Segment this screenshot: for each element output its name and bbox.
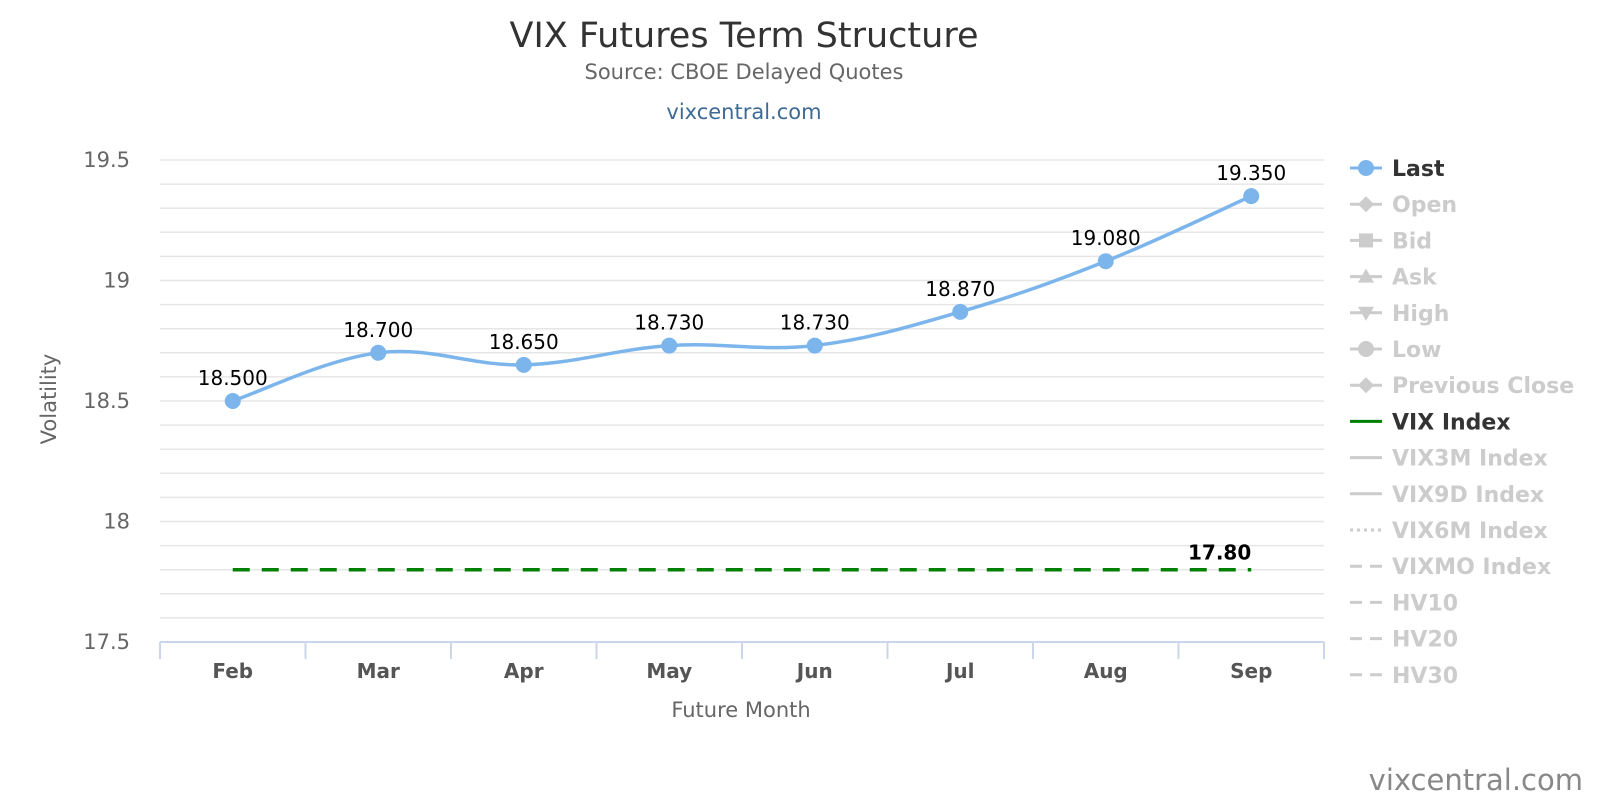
legend-item-vix3m-index[interactable]: VIX3M Index <box>1350 447 1548 472</box>
last-data-label: 18.500 <box>198 366 268 390</box>
legend-item-previous-close[interactable]: Previous Close <box>1350 374 1574 399</box>
last-line[interactable] <box>232 194 1252 403</box>
legend-diamond-marker <box>1358 377 1374 394</box>
legend-triangle-down-marker <box>1358 306 1374 321</box>
last-data-label: 19.080 <box>1071 226 1141 250</box>
x-tick-label: Apr <box>504 659 544 683</box>
last-data-label: 19.350 <box>1216 161 1286 185</box>
y-gridlines <box>160 159 1324 619</box>
legend-item-hv30[interactable]: HV30 <box>1350 664 1458 689</box>
y-tick-label: 17.5 <box>83 630 130 654</box>
series-vix-index[interactable]: 17.80 <box>232 541 1252 572</box>
legend-item-hv10[interactable]: HV10 <box>1350 591 1458 616</box>
x-tick-label: Mar <box>357 659 400 683</box>
x-tick-label: Jun <box>795 659 833 683</box>
legend-label: VIX6M Index <box>1392 519 1548 544</box>
last-data-label: 18.730 <box>780 311 850 335</box>
legend-item-open[interactable]: Open <box>1350 193 1457 218</box>
y-tick-label: 18.5 <box>83 389 130 413</box>
y-tick-label: 19.5 <box>83 148 130 172</box>
y-tick-label: 18 <box>103 510 130 534</box>
credit-link[interactable]: vixcentral.com <box>666 100 821 124</box>
last-data-label: 18.730 <box>634 311 704 335</box>
last-point[interactable] <box>952 303 969 320</box>
y-axis: 17.5 18 18.5 19 19.5 <box>83 148 130 654</box>
legend-label: Low <box>1392 338 1441 363</box>
legend-circle-marker <box>1358 341 1374 357</box>
x-tick-label: Aug <box>1084 659 1128 683</box>
legend-square-marker <box>1359 233 1373 248</box>
chart-title: VIX Futures Term Structure <box>510 16 979 56</box>
x-tick-label: Sep <box>1230 659 1272 683</box>
last-point[interactable] <box>1097 253 1114 270</box>
legend-label: VIXMO Index <box>1392 555 1551 580</box>
legend-label: VIX Index <box>1392 410 1511 435</box>
legend-label: Last <box>1392 157 1445 182</box>
legend-item-low[interactable]: Low <box>1350 338 1441 363</box>
vix-index-data-label: 17.80 <box>1188 541 1251 565</box>
legend-circle-marker <box>1358 160 1374 176</box>
y-axis-title: Volatility <box>37 354 61 445</box>
legend-triangle-marker <box>1358 268 1374 283</box>
legend-item-high[interactable]: High <box>1350 302 1449 327</box>
watermark: vixcentral.com <box>1369 763 1583 797</box>
x-axis: Feb Mar Apr May Jun Jul Aug Sep <box>159 641 1325 683</box>
legend-item-bid[interactable]: Bid <box>1350 229 1432 254</box>
chart-subtitle: Source: CBOE Delayed Quotes <box>585 60 904 84</box>
series-last[interactable]: 18.500 18.700 18.650 18.730 18.730 18.870 19.0… <box>198 161 1286 409</box>
last-point[interactable] <box>224 393 241 409</box>
legend-item-ask[interactable]: Ask <box>1350 266 1438 291</box>
last-point[interactable] <box>515 356 532 373</box>
legend-label: VIX9D Index <box>1392 483 1544 508</box>
legend: Last Open Bid Ask High Low Previous Close VIX I… <box>1350 157 1574 689</box>
last-data-label: 18.650 <box>489 330 559 354</box>
legend-diamond-marker <box>1358 196 1374 213</box>
legend-item-last[interactable]: Last <box>1350 157 1445 182</box>
legend-label: VIX3M Index <box>1392 447 1548 472</box>
last-point[interactable] <box>661 337 678 354</box>
legend-item-vixmo-index[interactable]: VIXMO Index <box>1350 555 1551 580</box>
last-data-label: 18.870 <box>925 277 995 301</box>
legend-item-vix6m-index[interactable]: VIX6M Index <box>1350 519 1548 544</box>
legend-label: HV10 <box>1392 591 1458 616</box>
y-tick-label: 19 <box>103 269 130 293</box>
legend-label: HV30 <box>1392 664 1458 689</box>
last-point[interactable] <box>1243 188 1260 205</box>
legend-label: Ask <box>1392 266 1438 291</box>
legend-label: Previous Close <box>1392 374 1574 399</box>
x-tick-label: Feb <box>212 659 253 683</box>
x-tick-label: May <box>646 659 692 683</box>
legend-label: HV20 <box>1392 628 1458 653</box>
legend-label: Open <box>1392 193 1457 218</box>
last-point[interactable] <box>370 344 387 361</box>
last-point[interactable] <box>806 337 823 354</box>
legend-item-vix-index[interactable]: VIX Index <box>1350 410 1511 435</box>
last-data-label: 18.700 <box>343 318 413 342</box>
x-tick-label: Jul <box>944 659 975 683</box>
legend-label: Bid <box>1392 229 1432 254</box>
legend-item-vix9d-index[interactable]: VIX9D Index <box>1350 483 1544 508</box>
legend-label: High <box>1392 302 1449 327</box>
legend-item-hv20[interactable]: HV20 <box>1350 628 1458 653</box>
x-axis-title: Future Month <box>671 698 810 722</box>
